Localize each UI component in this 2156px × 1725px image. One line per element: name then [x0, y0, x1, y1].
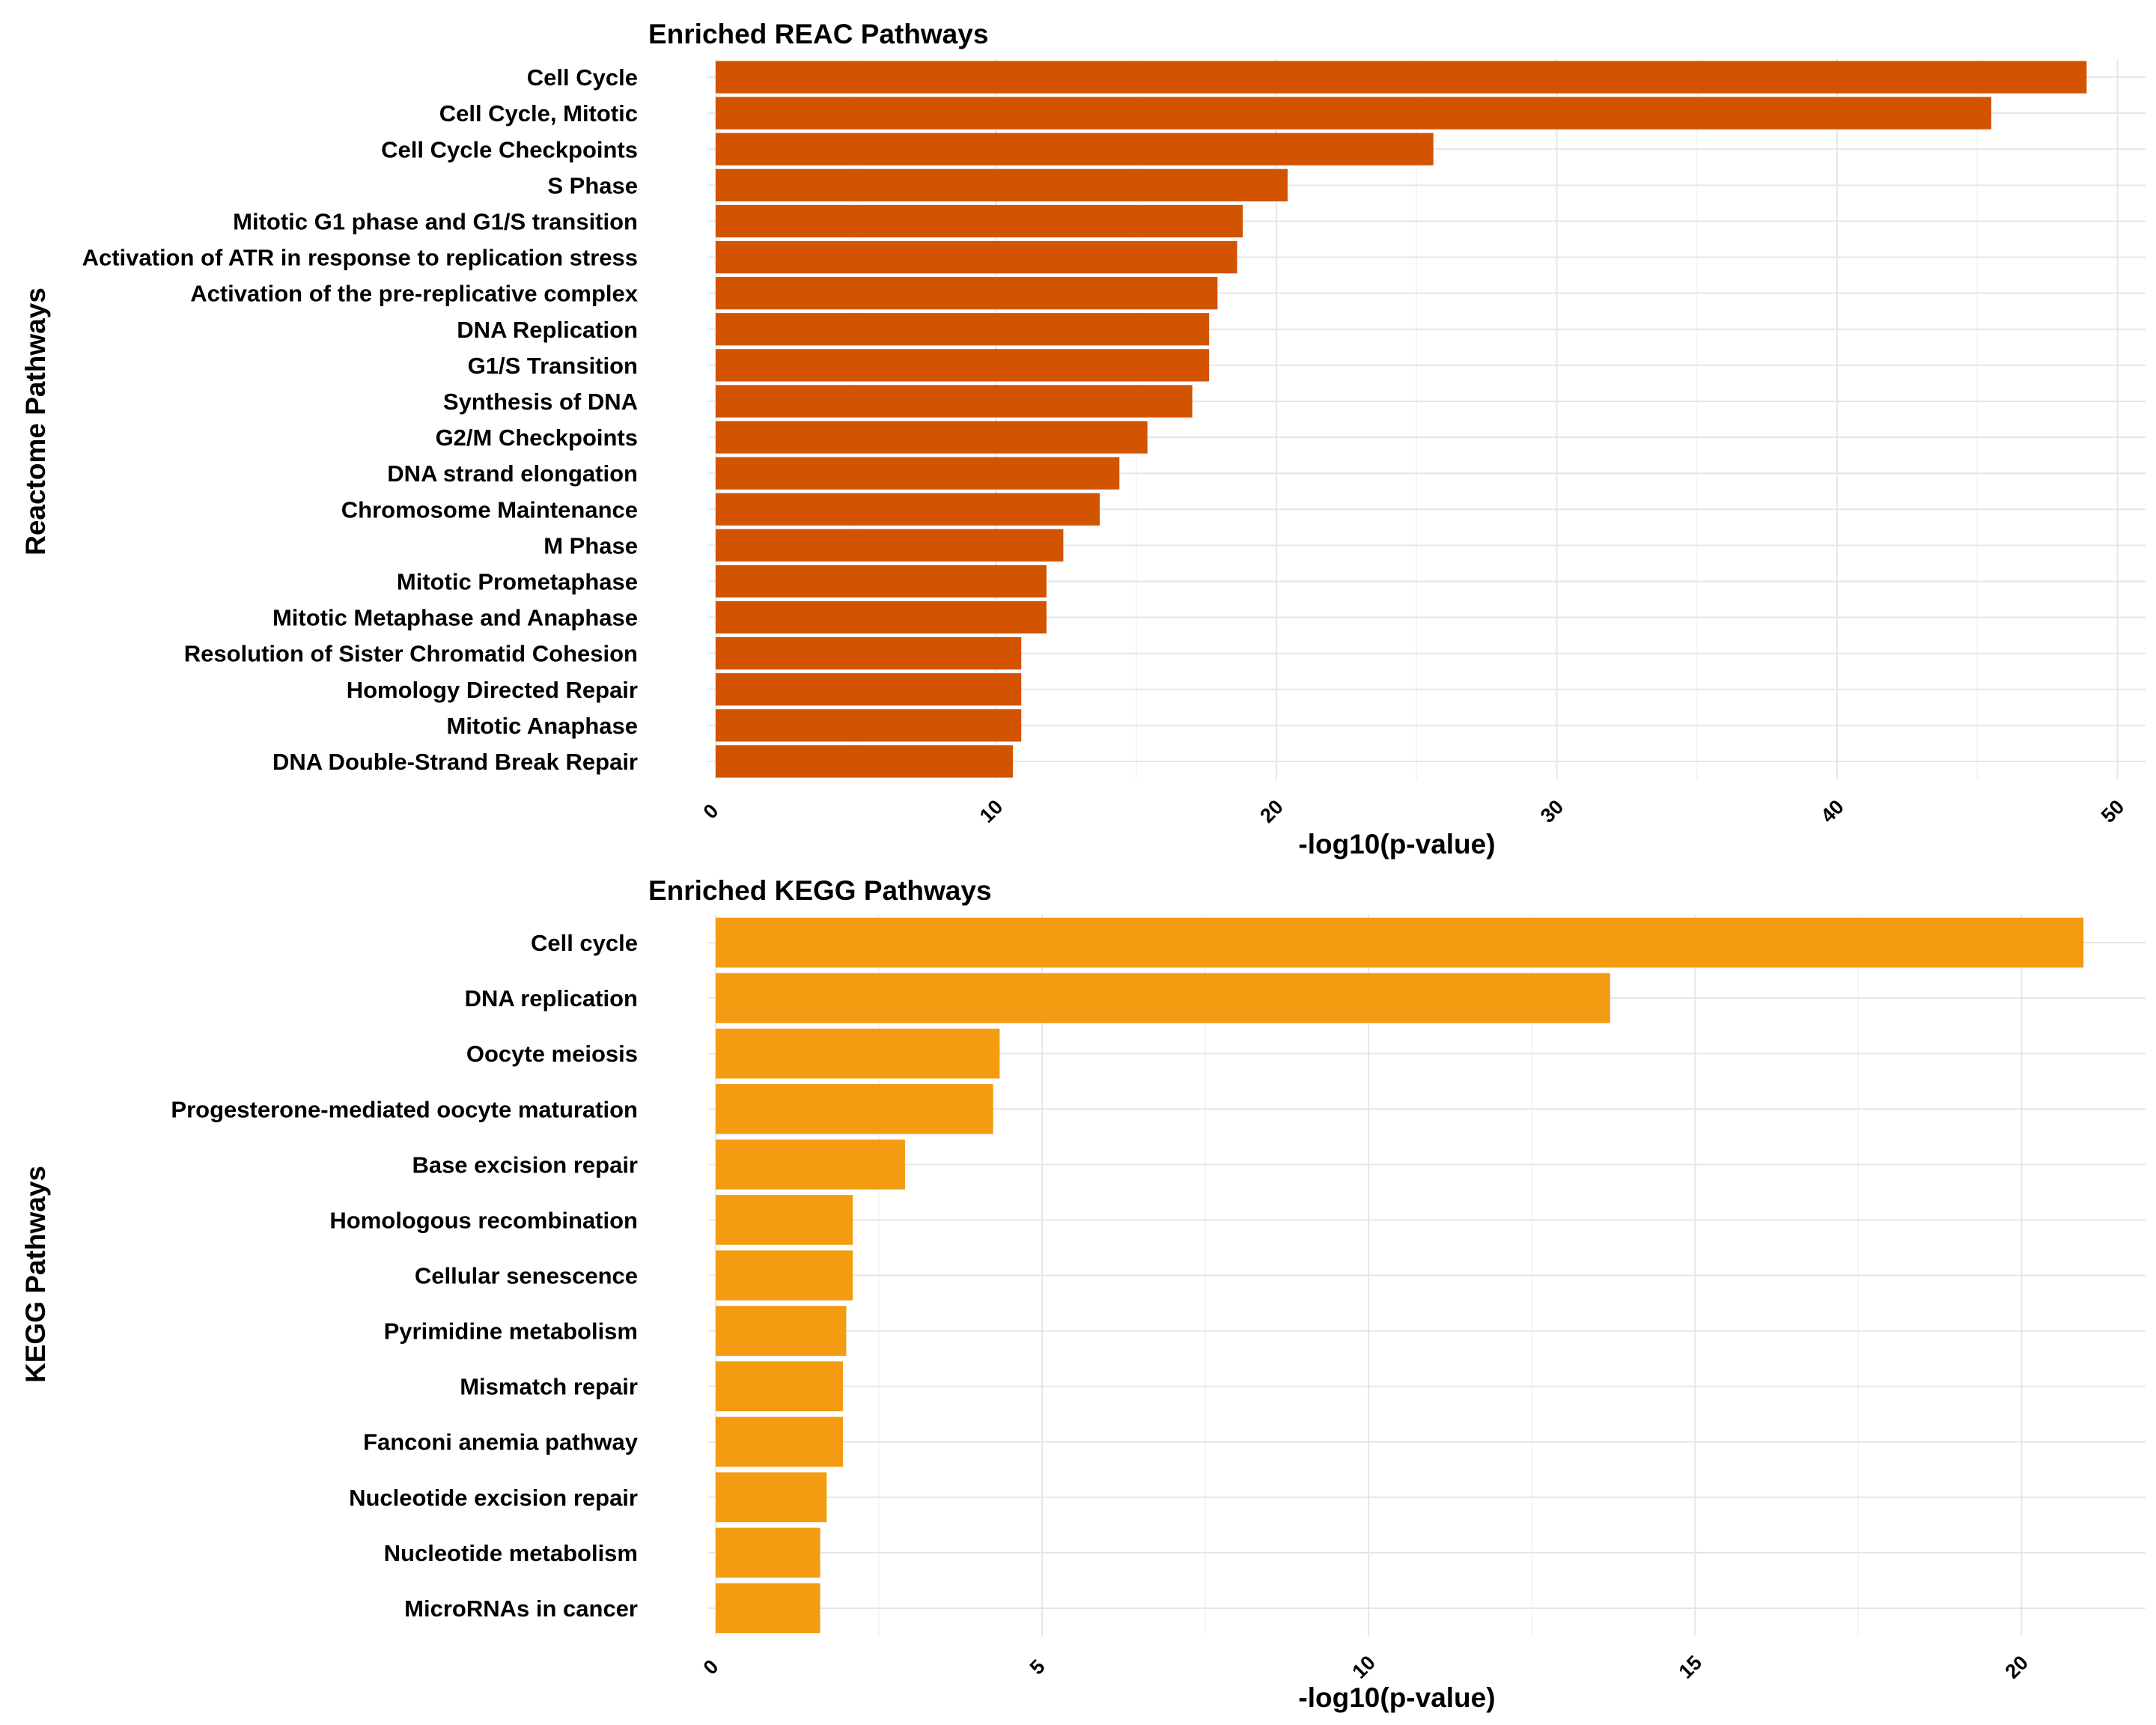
kegg-category-label: Oocyte meiosis	[466, 1041, 638, 1067]
kegg-category-labels: Cell cycle DNA replication Oocyte meiosis P…	[171, 930, 638, 1622]
kegg-category-label: Pyrimidine metabolism	[384, 1318, 638, 1345]
reactome-bar	[716, 421, 1148, 454]
kegg-bar	[716, 1306, 847, 1356]
kegg-y-axis-label: KEGG Pathways	[20, 1166, 51, 1383]
kegg-x-tick-label: 10	[1348, 1651, 1380, 1682]
reactome-bar	[716, 168, 1288, 201]
reactome-bar	[716, 313, 1210, 346]
reactome-bar	[716, 349, 1210, 382]
kegg-bar	[716, 1361, 844, 1411]
kegg-x-tick-label: 5	[1026, 1655, 1050, 1679]
reactome-category-label: M Phase	[543, 532, 638, 559]
kegg-x-tick-label: 15	[1675, 1651, 1706, 1682]
kegg-bar	[716, 1195, 853, 1245]
reactome-x-tick-labels: 0 10 20 30 40 50	[699, 795, 2129, 827]
reactome-x-tick-label: 0	[699, 800, 723, 824]
reactome-category-label: G1/S Transition	[468, 353, 638, 379]
kegg-bar	[716, 1527, 820, 1578]
kegg-category-label: Fanconi anemia pathway	[363, 1429, 639, 1455]
reactome-category-label: Synthesis of DNA	[443, 389, 638, 415]
reactome-x-tick-label: 30	[1536, 795, 1568, 827]
reactome-category-label: Resolution of Sister Chromatid Cohesion	[184, 641, 638, 667]
kegg-bar	[716, 1250, 853, 1300]
reactome-category-label: Mitotic Prometaphase	[397, 568, 638, 594]
kegg-bar	[716, 973, 1610, 1023]
kegg-category-label: Base excision repair	[412, 1151, 638, 1178]
reactome-bar	[716, 277, 1218, 310]
reactome-category-label: Mitotic Anaphase	[447, 713, 639, 739]
reactome-x-tick-label: 20	[1255, 795, 1287, 827]
kegg-bar	[716, 1472, 827, 1523]
kegg-category-label: Homologous recombination	[329, 1207, 638, 1233]
reactome-bar	[716, 529, 1064, 562]
reactome-category-label: G2/M Checkpoints	[436, 425, 638, 451]
reactome-category-labels: Cell Cycle Cell Cycle, Mitotic Cell Cycle …	[82, 64, 639, 775]
kegg-bar	[716, 1417, 844, 1467]
kegg-x-tick-label: 0	[699, 1655, 723, 1679]
reactome-x-axis-label: -log10(p-value)	[1298, 829, 1495, 860]
reactome-category-label: S Phase	[547, 172, 638, 198]
kegg-x-axis-label: -log10(p-value)	[1298, 1682, 1495, 1713]
reactome-category-label: Cell Cycle, Mitotic	[439, 100, 638, 127]
kegg-bar	[716, 1083, 993, 1134]
reactome-bar	[716, 133, 1434, 165]
reactome-bar	[716, 97, 1992, 130]
reactome-x-tick-label: 40	[1816, 795, 1848, 827]
kegg-category-label: MicroRNAs in cancer	[404, 1595, 638, 1622]
reactome-bar	[716, 709, 1022, 742]
reactome-bars	[716, 61, 2087, 778]
reactome-bar	[716, 565, 1047, 598]
kegg-category-label: DNA replication	[465, 985, 638, 1011]
kegg-bar	[716, 917, 2084, 968]
reactome-category-label: DNA Double-Strand Break Repair	[272, 749, 638, 775]
reactome-category-label: DNA strand elongation	[387, 460, 638, 487]
kegg-category-label: Progesterone-mediated oocyte maturation	[171, 1096, 638, 1122]
kegg-category-label: Nucleotide metabolism	[384, 1540, 638, 1566]
reactome-bar	[716, 61, 2087, 94]
reactome-category-label: Cell Cycle	[527, 64, 638, 91]
reactome-category-label: Mitotic G1 phase and G1/S transition	[233, 208, 638, 234]
reactome-bar	[716, 457, 1120, 490]
reactome-category-label: DNA Replication	[457, 317, 638, 343]
reactome-y-axis-label: Reactome Pathways	[20, 288, 51, 556]
kegg-panel: Cell cycle DNA replication Oocyte meiosis P…	[20, 875, 2146, 1713]
reactome-bar	[716, 600, 1047, 634]
reactome-category-label: Activation of the pre-replicative comple…	[190, 281, 639, 307]
reactome-bar	[716, 637, 1022, 670]
kegg-category-label: Cell cycle	[531, 930, 638, 956]
kegg-x-tick-label: 20	[2001, 1651, 2032, 1682]
reactome-chart-title: Enriched REAC Pathways	[648, 19, 988, 49]
kegg-bar	[716, 1140, 905, 1190]
reactome-category-label: Cell Cycle Checkpoints	[381, 136, 638, 162]
kegg-category-label: Nucleotide excision repair	[349, 1485, 638, 1511]
kegg-x-tick-labels: 0 5 10 15 20	[699, 1651, 2032, 1682]
reactome-x-tick-label: 50	[2097, 795, 2128, 827]
reactome-bar	[716, 240, 1237, 274]
kegg-category-label: Mismatch repair	[460, 1374, 638, 1400]
kegg-bar	[716, 1583, 820, 1634]
reactome-bar	[716, 204, 1243, 238]
kegg-bars	[716, 917, 2084, 1634]
reactome-category-label: Homology Directed Repair	[347, 677, 638, 703]
reactome-x-tick-label: 10	[975, 795, 1007, 827]
reactome-category-label: Mitotic Metaphase and Anaphase	[272, 605, 638, 631]
reactome-category-label: Chromosome Maintenance	[341, 496, 638, 523]
reactome-category-label: Activation of ATR in response to replica…	[82, 245, 638, 271]
kegg-category-label: Cellular senescence	[415, 1263, 638, 1289]
kegg-bar	[716, 1028, 1000, 1079]
reactome-gridlines	[708, 59, 2146, 779]
kegg-chart-title: Enriched KEGG Pathways	[648, 875, 992, 906]
reactome-panel: Cell Cycle Cell Cycle, Mitotic Cell Cycle …	[20, 19, 2146, 860]
reactome-bar	[716, 493, 1100, 526]
reactome-bar	[716, 385, 1193, 418]
reactome-bar	[716, 673, 1022, 706]
reactome-bar	[716, 745, 1013, 778]
